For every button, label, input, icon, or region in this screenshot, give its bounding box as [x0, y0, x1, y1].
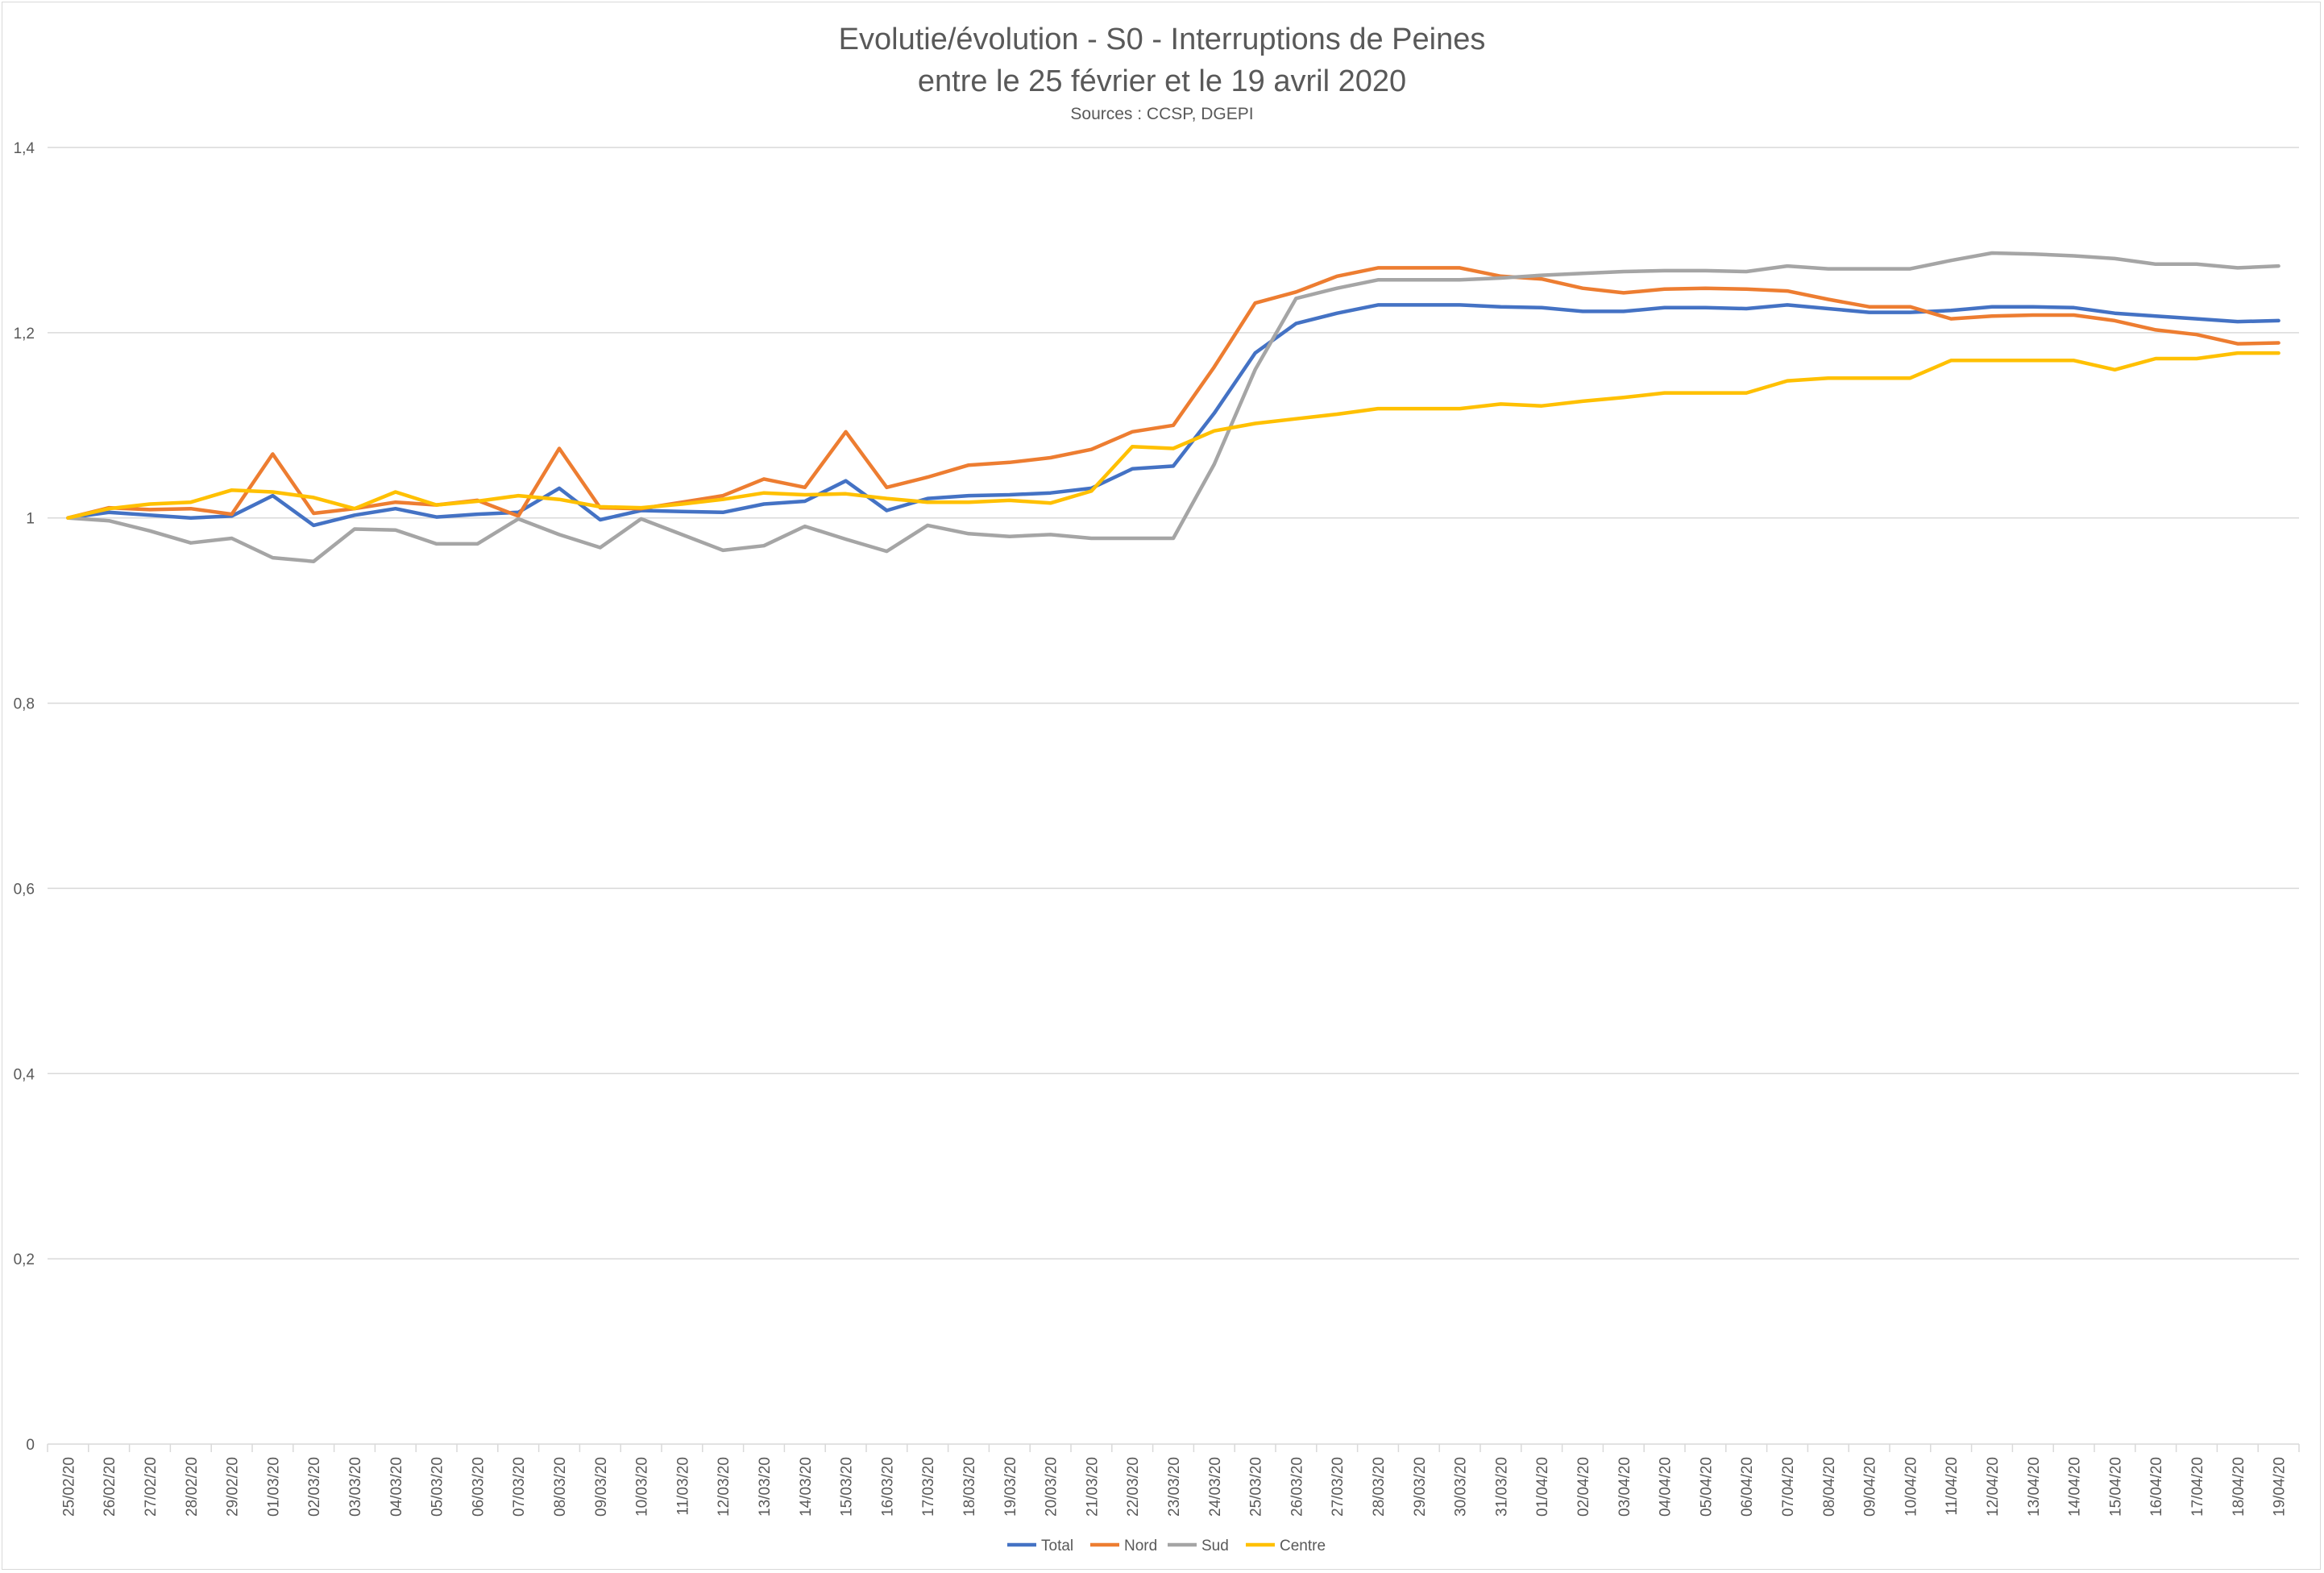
x-tick-label: 07/03/20	[511, 1457, 528, 1517]
x-tick-label: 08/03/20	[552, 1457, 569, 1517]
x-tick-label: 06/03/20	[470, 1457, 487, 1517]
series-lines	[66, 251, 2280, 563]
chart-source: Sources : CCSP, DGEPI	[1070, 105, 1253, 123]
x-tick-label: 05/03/20	[430, 1457, 446, 1517]
x-tick-label: 03/04/20	[1616, 1457, 1633, 1517]
x-tick-label: 27/03/20	[1330, 1457, 1347, 1517]
x-tick-label: 20/03/20	[1044, 1457, 1060, 1517]
x-tick-label: 15/03/20	[839, 1457, 856, 1517]
legend-label-sud: Sud	[1201, 1538, 1229, 1554]
x-tick-label: 04/03/20	[388, 1457, 405, 1517]
series-line-nord	[66, 266, 2280, 520]
x-tick-label: 30/03/20	[1453, 1457, 1470, 1517]
x-tick-label: 17/04/20	[2189, 1457, 2206, 1517]
x-tick-label: 15/04/20	[2107, 1457, 2124, 1517]
series-line-centre	[66, 351, 2280, 520]
x-tick-label: 25/03/20	[1248, 1457, 1265, 1517]
x-tick-label: 28/02/20	[184, 1457, 201, 1517]
x-tick-label: 25/02/20	[60, 1457, 77, 1517]
y-tick-label: 1	[26, 511, 35, 528]
x-tick-label: 02/04/20	[1575, 1457, 1592, 1517]
x-tick-label: 09/03/20	[593, 1457, 610, 1517]
chart-subtitle: entre le 25 février et le 19 avril 2020	[918, 64, 1406, 98]
x-axis: 25/02/20 26/02/20 27/02/20 28/02/20 29/02/20…	[47, 1443, 2300, 1517]
y-tick-label: 0	[26, 1437, 35, 1454]
x-tick-label: 01/04/20	[1534, 1457, 1551, 1517]
x-tick-label: 04/04/20	[1658, 1457, 1675, 1517]
x-tick-label: 14/03/20	[798, 1457, 815, 1517]
x-tick-label: 06/04/20	[1739, 1457, 1756, 1517]
y-tick-label: 0,8	[14, 696, 35, 713]
x-tick-label: 08/04/20	[1821, 1457, 1838, 1517]
x-tick-label: 17/03/20	[920, 1457, 937, 1517]
y-axis: 0 0,2 0,4 0,6 0,8 1 1,2 1,4	[14, 140, 35, 1454]
y-tick-label: 0,6	[14, 881, 35, 898]
x-tick-label: 07/04/20	[1780, 1457, 1797, 1517]
x-tick-label: 14/04/20	[2067, 1457, 2084, 1517]
x-tick-label: 28/03/20	[1371, 1457, 1388, 1517]
x-tick-label: 13/04/20	[2026, 1457, 2043, 1517]
x-tick-label: 26/02/20	[102, 1457, 118, 1517]
legend-label-total: Total	[1041, 1538, 1073, 1554]
x-tick-label: 16/04/20	[2148, 1457, 2165, 1517]
x-tick-label: 19/03/20	[1002, 1457, 1019, 1517]
x-tick-label: 12/03/20	[716, 1457, 732, 1517]
x-tick-label: 02/03/20	[306, 1457, 323, 1517]
x-tick-label: 03/03/20	[347, 1457, 364, 1517]
legend-label-nord: Nord	[1124, 1538, 1157, 1554]
y-tick-label: 0,4	[14, 1066, 35, 1083]
x-tick-label: 13/03/20	[757, 1457, 774, 1517]
x-tick-label: 29/03/20	[1412, 1457, 1429, 1517]
x-tick-label: 18/03/20	[961, 1457, 978, 1517]
y-tick-label: 0,2	[14, 1251, 35, 1268]
x-tick-label: 16/03/20	[879, 1457, 896, 1517]
x-tick-label: 26/03/20	[1289, 1457, 1305, 1517]
x-tick-label: 24/03/20	[1207, 1457, 1224, 1517]
x-tick-label: 11/04/20	[1944, 1457, 1961, 1516]
y-tick-label: 1,4	[14, 140, 35, 157]
legend: Total Nord Sud Centre	[1007, 1538, 1326, 1554]
series-line-total	[66, 303, 2280, 528]
y-tick-label: 1,2	[14, 326, 35, 342]
chart-title: Evolutie/évolution - S0 - Interruptions …	[839, 23, 1486, 56]
x-tick-label: 21/03/20	[1084, 1457, 1101, 1517]
x-tick-label: 01/03/20	[265, 1457, 282, 1517]
x-tick-label: 11/03/20	[674, 1457, 691, 1516]
x-tick-label: 22/03/20	[1125, 1457, 1142, 1517]
x-tick-label: 29/02/20	[225, 1457, 242, 1517]
x-tick-label: 09/04/20	[1862, 1457, 1879, 1517]
x-tick-label: 10/03/20	[634, 1457, 651, 1517]
x-tick-label: 18/04/20	[2231, 1457, 2247, 1517]
legend-label-centre: Centre	[1280, 1538, 1326, 1554]
x-tick-label: 12/04/20	[1985, 1457, 2002, 1517]
gridlines	[48, 147, 2299, 1260]
x-tick-label: 10/04/20	[1903, 1457, 1919, 1517]
x-tick-label: 05/04/20	[1698, 1457, 1715, 1517]
x-tick-label: 27/02/20	[143, 1457, 160, 1517]
x-tick-label: 31/03/20	[1493, 1457, 1510, 1517]
x-tick-label: 19/04/20	[2272, 1457, 2289, 1517]
x-tick-label: 23/03/20	[1166, 1457, 1183, 1517]
series-line-sud	[66, 251, 2280, 563]
